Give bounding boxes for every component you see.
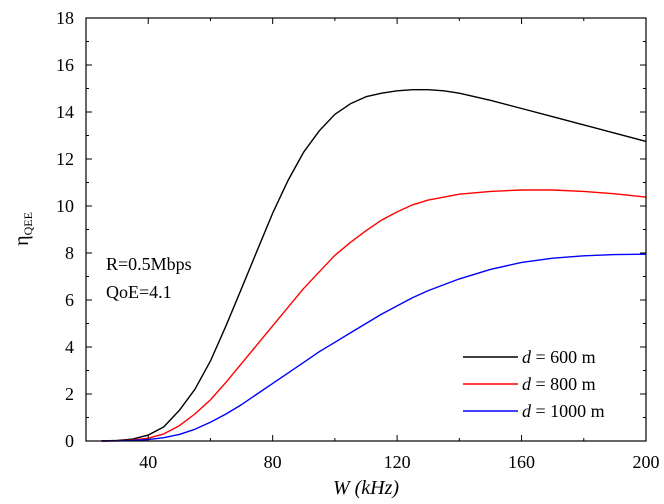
y-tick-label: 6 bbox=[65, 290, 74, 310]
legend: d = 600 m d = 800 m d = 1000 m bbox=[463, 347, 605, 421]
x-tick-label: 160 bbox=[508, 452, 535, 472]
legend-label-0: d = 600 m bbox=[522, 347, 596, 367]
y-axis-subscript: QEE bbox=[21, 212, 35, 235]
series-line-1 bbox=[101, 189, 647, 442]
y-tick-label: 8 bbox=[65, 243, 74, 263]
legend-label-1: d = 800 m bbox=[522, 374, 596, 394]
y-tick-label: 18 bbox=[56, 8, 74, 28]
series-line-2 bbox=[101, 253, 647, 442]
y-axis-title: ηQEE bbox=[11, 212, 35, 246]
x-tick-label: 200 bbox=[633, 452, 660, 472]
y-tick-label: 0 bbox=[65, 431, 74, 451]
x-tick-label: 40 bbox=[139, 452, 157, 472]
y-tick-label: 4 bbox=[65, 337, 74, 357]
y-tick-label: 10 bbox=[56, 196, 74, 216]
y-tick-label: 12 bbox=[56, 149, 74, 169]
annotation-rate: R=0.5Mbps bbox=[106, 254, 192, 274]
x-tick-label: 120 bbox=[384, 452, 411, 472]
legend-label-2: d = 1000 m bbox=[522, 401, 605, 421]
y-tick-label: 16 bbox=[56, 55, 74, 75]
y-tick-label: 14 bbox=[56, 102, 74, 122]
x-axis-variable: W bbox=[333, 477, 352, 499]
y-axis-symbol: η bbox=[11, 235, 33, 245]
x-axis-title: W (kHz) bbox=[333, 477, 399, 499]
x-tick-label: 80 bbox=[264, 452, 282, 472]
tick-labels: 40 80 120 160 200 0 2 4 6 8 10 12 14 16 18 bbox=[56, 8, 660, 472]
axis-ticks bbox=[85, 17, 647, 442]
x-axis-unit: (kHz) bbox=[355, 477, 400, 499]
series-lines bbox=[101, 88, 647, 442]
series-line-0 bbox=[101, 88, 647, 442]
annotation-qoe: QoE=4.1 bbox=[106, 282, 172, 302]
y-tick-label: 2 bbox=[65, 384, 74, 404]
